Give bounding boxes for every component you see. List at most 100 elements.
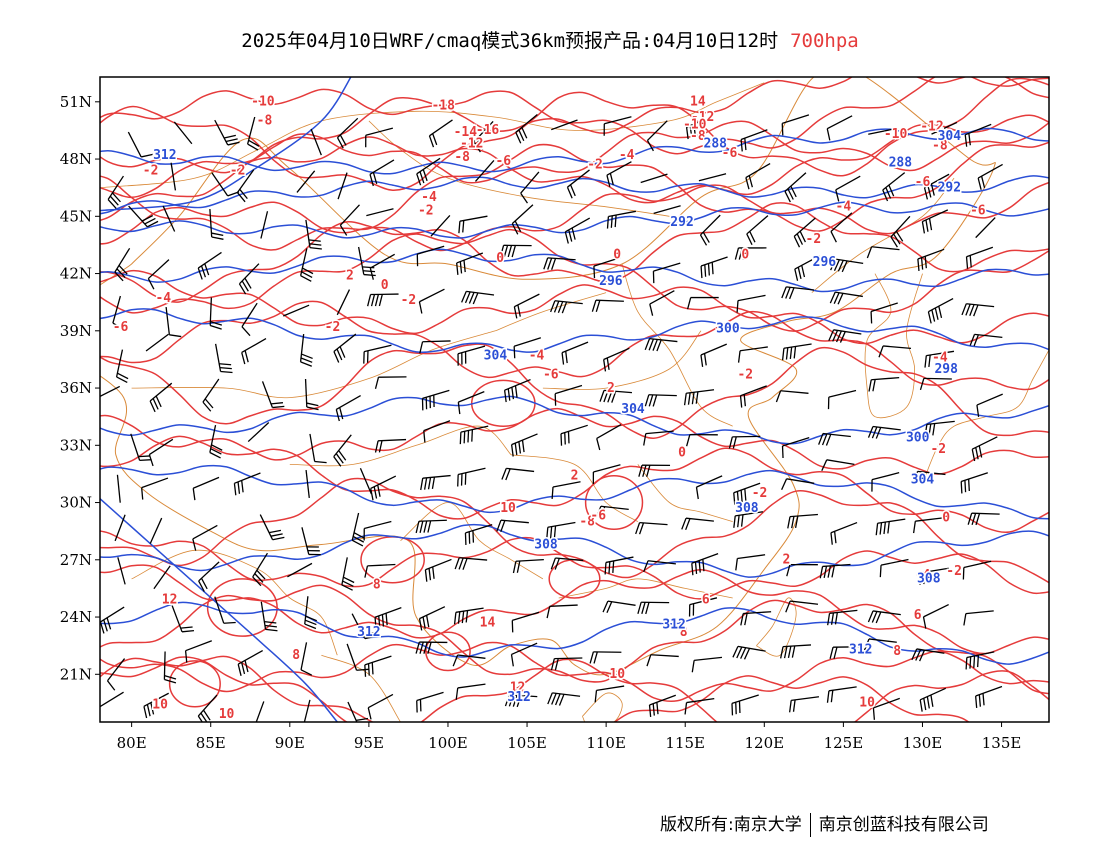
height-label: 292 — [938, 180, 961, 195]
temperature-label: -8 — [690, 129, 706, 144]
wind-barb — [686, 433, 718, 447]
wind-barb — [247, 422, 270, 443]
wind-barb — [260, 601, 278, 632]
temperature-label: 2 — [571, 469, 579, 484]
wind-barb — [424, 558, 452, 582]
copyright-company: 南京创蓝科技有限公司 — [818, 815, 989, 835]
wind-barb — [684, 698, 715, 715]
wind-barb — [458, 215, 488, 234]
wind-barb — [821, 459, 855, 472]
wind-barb — [602, 600, 636, 613]
wind-barb — [335, 395, 361, 422]
wind-barb — [863, 638, 897, 651]
lon-tick-label: 120E — [745, 734, 785, 752]
wind-barb — [127, 131, 154, 158]
wind-barb — [309, 433, 327, 464]
wind-barb — [259, 514, 285, 541]
temperature-label: 12 — [162, 593, 178, 608]
wind-barb — [512, 558, 544, 574]
wind-barb — [685, 115, 713, 140]
temperature-label: -8 — [932, 139, 948, 154]
wind-barb — [606, 210, 637, 229]
wind-barb — [547, 692, 581, 706]
wind-barb — [115, 349, 129, 384]
temperature-contour — [100, 269, 1049, 345]
lon-tick-label: 95E — [354, 734, 384, 752]
temperature-label: 10 — [152, 698, 168, 713]
height-label: 312 — [153, 148, 176, 163]
wind-barb — [781, 478, 815, 491]
province-boundary — [542, 330, 702, 390]
wind-barb — [691, 553, 719, 576]
temperature-label: 10 — [219, 707, 235, 722]
wind-barb — [473, 120, 494, 153]
wind-barb — [260, 211, 269, 239]
wind-barb — [238, 263, 260, 295]
wind-barb — [781, 286, 815, 300]
wind-barb — [305, 219, 322, 250]
wind-barb — [732, 645, 766, 660]
wind-barb — [787, 513, 818, 529]
lat-tick-label: 36N — [60, 379, 92, 397]
lon-tick-label: 80E — [117, 734, 147, 752]
temperature-label: -4 — [915, 568, 931, 583]
temperature-contour — [100, 530, 1049, 600]
temperature-label: -6 — [915, 175, 931, 190]
wind-barb — [931, 121, 958, 135]
wind-barb — [100, 385, 121, 398]
wind-barb — [728, 435, 761, 449]
wind-barb — [818, 432, 851, 446]
temperature-contour — [100, 656, 971, 722]
wind-barb — [351, 512, 365, 547]
wind-barb — [143, 692, 169, 719]
wind-barb — [780, 644, 812, 659]
wind-barb — [106, 658, 126, 691]
wind-barb — [336, 117, 359, 149]
wind-barb — [745, 163, 771, 190]
wind-barb — [922, 603, 949, 629]
wind-barb — [100, 606, 125, 634]
province-boundary — [400, 502, 544, 580]
wind-barb — [299, 333, 313, 367]
height-contour-layer — [100, 77, 1049, 722]
temperature-label: -4 — [932, 350, 948, 365]
title-main: 2025年04月10日WRF/cmaq模式36km预报产品:04月10日12时 — [241, 30, 779, 52]
wind-barb — [830, 258, 864, 273]
pressure-level: 700hpa — [790, 30, 859, 52]
wind-barb — [785, 600, 819, 613]
wind-barb — [421, 389, 450, 411]
wind-barb — [148, 438, 174, 467]
temperature-contour — [100, 343, 1049, 439]
wind-barb — [649, 290, 675, 316]
temperature-label: 6 — [914, 608, 922, 623]
wind-barb — [430, 215, 451, 237]
temperature-ring — [584, 475, 644, 531]
wind-barb — [163, 651, 177, 684]
wind-barb — [740, 129, 768, 152]
wind-barb — [734, 247, 767, 260]
wind-barb — [566, 169, 590, 199]
wind-barb — [501, 467, 535, 481]
height-contour — [100, 77, 352, 212]
wind-barb — [551, 119, 578, 131]
height-contour — [100, 395, 1049, 445]
wind-barb — [496, 519, 529, 533]
wind-barb — [209, 297, 223, 330]
wind-barb — [912, 517, 944, 534]
wind-barb — [114, 514, 126, 542]
wind-barb — [652, 262, 681, 284]
wind-barb — [653, 205, 681, 214]
wind-barb — [646, 654, 679, 667]
temperature-label: -6 — [543, 368, 559, 383]
temperature-label: -10 — [683, 118, 707, 133]
wind-barb — [209, 208, 224, 240]
wind-barb — [974, 685, 1003, 709]
wind-barb — [551, 481, 581, 499]
temperature-label: -2 — [418, 203, 434, 218]
lon-tick-label: 110E — [586, 734, 626, 752]
temperature-label: -6 — [113, 320, 129, 335]
wind-barb — [866, 246, 900, 259]
wind-barb — [961, 303, 995, 317]
wind-barb — [827, 389, 857, 410]
